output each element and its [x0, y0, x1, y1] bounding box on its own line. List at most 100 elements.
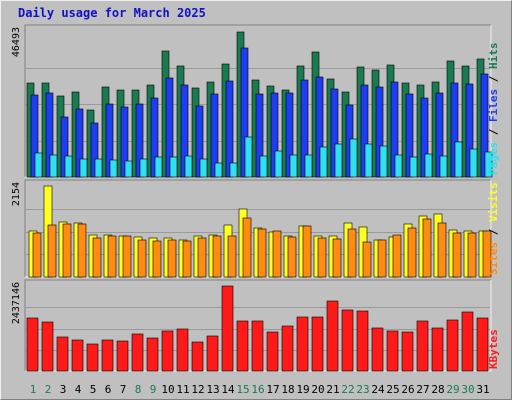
bar-kbytes-day-1	[26, 317, 39, 372]
bar-files-day-25	[390, 81, 399, 178]
bar-files-day-13	[210, 93, 219, 178]
bar-kbytes-day-12	[191, 341, 204, 372]
bar-kbytes-day-18	[281, 325, 294, 372]
bar-sites-day-21	[332, 238, 342, 278]
bar-kbytes-day-24	[371, 327, 384, 372]
bar-kbytes-day-19	[296, 316, 309, 372]
bar-sites-day-17	[272, 230, 282, 278]
bar-pages-day-18	[289, 154, 298, 178]
bar-files-day-31	[480, 73, 489, 178]
bar-sites-day-9	[152, 240, 162, 278]
bar-pages-day-29	[454, 141, 463, 178]
plot-border	[24, 179, 491, 277]
day-label-6: 6	[105, 383, 112, 396]
bar-kbytes-day-6	[101, 339, 114, 372]
bar-kbytes-day-16	[251, 320, 264, 372]
legend-files: Files	[487, 89, 500, 122]
bar-pages-day-1	[34, 152, 43, 178]
day-label-23: 23	[356, 383, 369, 396]
bar-files-day-6	[105, 103, 114, 178]
bar-sites-day-10	[167, 239, 177, 278]
day-label-21: 21	[326, 383, 339, 396]
bar-pages-day-21	[334, 143, 343, 178]
day-label-31: 31	[476, 383, 489, 396]
bar-files-day-5	[90, 122, 99, 178]
bar-kbytes-day-22	[341, 309, 354, 372]
bar-sites-day-6	[107, 235, 117, 278]
bar-pages-day-10	[169, 156, 178, 178]
day-label-3: 3	[60, 383, 67, 396]
bar-pages-day-5	[94, 158, 103, 178]
bar-files-day-24	[375, 86, 384, 178]
bar-files-day-28	[435, 92, 444, 178]
bar-pages-day-9	[154, 156, 163, 178]
bar-sites-day-16	[257, 228, 267, 278]
bar-pages-day-28	[439, 155, 448, 178]
bar-kbytes-day-4	[71, 339, 84, 372]
bar-files-day-1	[30, 94, 39, 178]
bar-files-day-14	[225, 80, 234, 178]
bar-kbytes-day-29	[446, 319, 459, 372]
bar-kbytes-day-14	[221, 285, 234, 372]
bar-files-day-27	[420, 97, 429, 178]
bar-kbytes-day-8	[131, 333, 144, 372]
bar-kbytes-day-9	[146, 337, 159, 372]
bar-files-day-15	[240, 47, 249, 178]
bar-kbytes-day-17	[266, 331, 279, 372]
bar-kbytes-day-26	[401, 331, 414, 372]
day-label-27: 27	[416, 383, 429, 396]
bar-sites-day-30	[467, 232, 477, 278]
bar-files-day-10	[165, 77, 174, 178]
bar-pages-day-23	[364, 143, 373, 178]
bar-pages-day-13	[214, 162, 223, 178]
bar-kbytes-day-13	[206, 335, 219, 372]
day-label-11: 11	[176, 383, 189, 396]
bar-sites-day-19	[302, 225, 312, 278]
bar-sites-day-23	[362, 241, 372, 278]
bar-sites-day-1	[32, 232, 42, 278]
bar-sites-day-31	[482, 230, 492, 278]
bar-pages-day-8	[139, 158, 148, 178]
bar-pages-day-22	[349, 138, 358, 178]
bar-files-day-9	[150, 97, 159, 178]
side-legend-bottom: KBytes	[487, 329, 500, 369]
bar-sites-day-2	[47, 224, 57, 278]
bar-pages-day-17	[274, 150, 283, 178]
day-label-15: 15	[236, 383, 249, 396]
bar-pages-day-15	[244, 136, 253, 178]
day-label-7: 7	[120, 383, 127, 396]
day-label-8: 8	[135, 383, 142, 396]
bar-pages-day-19	[304, 154, 313, 178]
bar-kbytes-day-5	[86, 343, 99, 372]
day-label-12: 12	[191, 383, 204, 396]
bar-pages-day-25	[394, 154, 403, 178]
legend-hits: Hits	[487, 43, 500, 70]
day-label-9: 9	[150, 383, 157, 396]
day-label-25: 25	[386, 383, 399, 396]
bar-kbytes-day-25	[386, 330, 399, 372]
bar-pages-day-11	[184, 155, 193, 178]
day-label-17: 17	[266, 383, 279, 396]
y-max-label: 2154	[11, 182, 22, 206]
day-label-16: 16	[251, 383, 264, 396]
bar-kbytes-day-28	[431, 327, 444, 372]
bar-pages-day-14	[229, 162, 238, 178]
bar-pages-day-30	[469, 148, 478, 178]
bar-files-day-18	[285, 92, 294, 178]
bar-files-day-4	[75, 108, 84, 178]
bar-sites-day-8	[137, 239, 147, 278]
bar-kbytes-day-7	[116, 340, 129, 372]
bar-kbytes-day-23	[356, 310, 369, 372]
bar-sites-day-24	[377, 239, 387, 278]
legend-separator: /	[487, 122, 500, 142]
day-label-14: 14	[221, 383, 235, 396]
legend-visits: Visits	[487, 182, 500, 222]
bar-sites-day-18	[287, 236, 297, 278]
bar-sites-day-25	[392, 234, 402, 278]
bar-files-day-12	[195, 105, 204, 178]
bar-kbytes-day-15	[236, 320, 249, 372]
bar-pages-day-7	[124, 160, 133, 178]
day-label-29: 29	[446, 383, 459, 396]
bar-sites-day-14	[227, 235, 237, 278]
